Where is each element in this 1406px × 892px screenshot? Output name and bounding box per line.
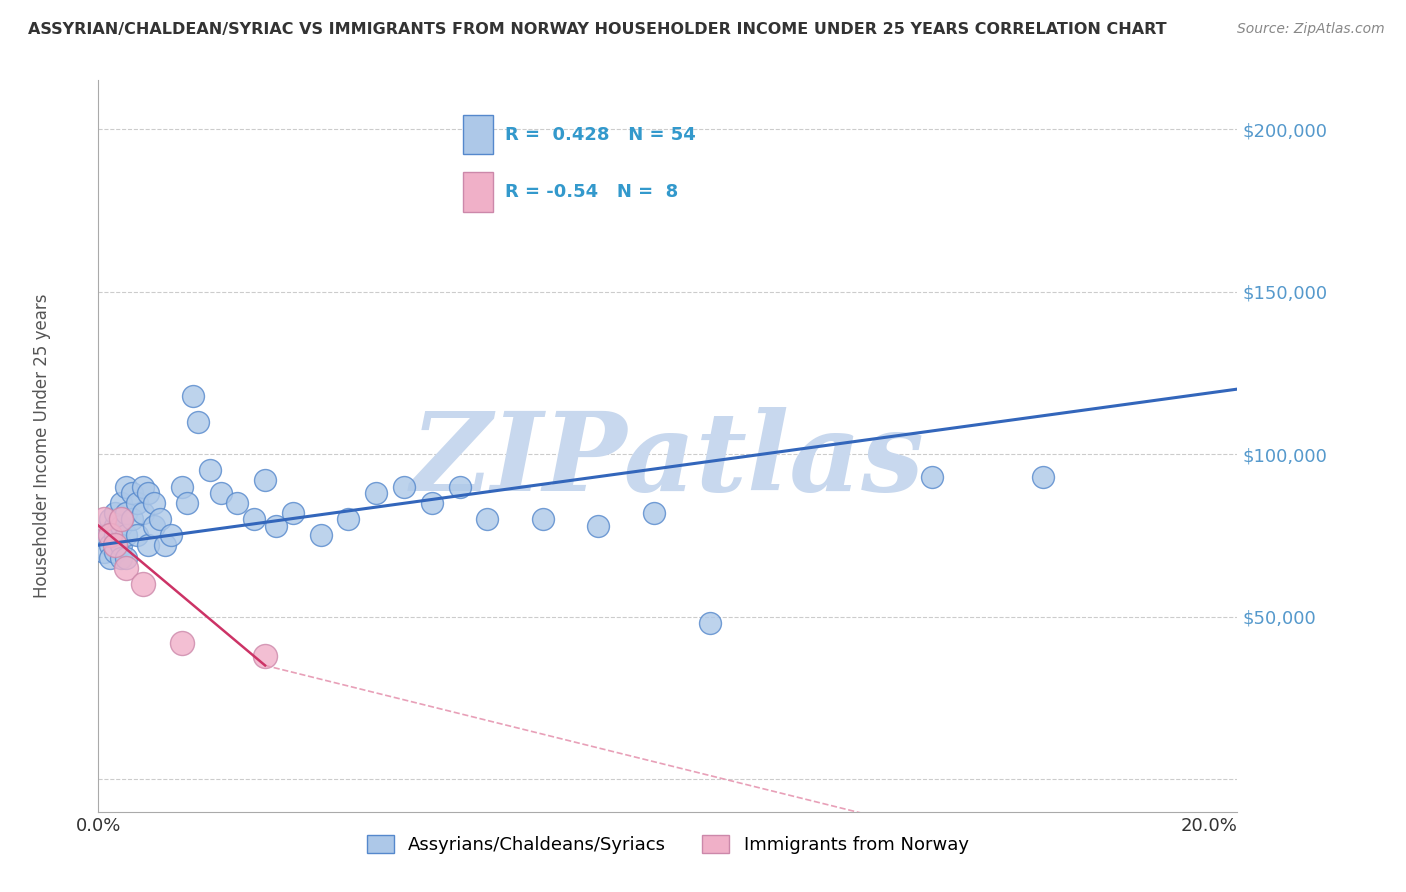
Point	[98, 538, 121, 552]
Point	[226, 496, 249, 510]
Point	[170, 480, 193, 494]
Point	[143, 518, 166, 533]
Point	[198, 463, 221, 477]
Point	[176, 496, 198, 510]
Point	[104, 544, 127, 558]
Point	[643, 506, 665, 520]
Point	[104, 518, 127, 533]
Point	[93, 512, 115, 526]
Point	[98, 512, 121, 526]
Text: ASSYRIAN/CHALDEAN/SYRIAC VS IMMIGRANTS FROM NORWAY HOUSEHOLDER INCOME UNDER 25 Y: ASSYRIAN/CHALDEAN/SYRIAC VS IMMIGRANTS F…	[28, 22, 1167, 37]
Point	[93, 544, 115, 558]
Point	[138, 486, 160, 500]
Text: Householder Income Under 25 years: Householder Income Under 25 years	[34, 293, 51, 599]
Point	[531, 512, 554, 526]
Point	[699, 616, 721, 631]
Point	[93, 528, 115, 542]
Legend: Assyrians/Chaldeans/Syriacs, Immigrants from Norway: Assyrians/Chaldeans/Syriacs, Immigrants …	[367, 835, 969, 854]
Point	[127, 528, 149, 542]
Point	[254, 473, 277, 487]
Point	[115, 480, 138, 494]
Point	[143, 496, 166, 510]
Point	[187, 415, 209, 429]
Text: Source: ZipAtlas.com: Source: ZipAtlas.com	[1237, 22, 1385, 37]
Point	[254, 648, 277, 663]
Point	[588, 518, 610, 533]
Point	[337, 512, 360, 526]
Point	[181, 389, 204, 403]
Point	[121, 512, 143, 526]
Point	[104, 528, 127, 542]
Point	[132, 506, 155, 520]
Point	[115, 561, 138, 575]
Point	[159, 528, 181, 542]
Point	[209, 486, 232, 500]
Point	[132, 577, 155, 591]
Point	[309, 528, 332, 542]
Point	[115, 551, 138, 566]
Point	[115, 528, 138, 542]
Point	[110, 551, 132, 566]
Point	[148, 512, 170, 526]
Point	[104, 538, 127, 552]
Point	[98, 528, 121, 542]
Point	[115, 506, 138, 520]
Point	[110, 496, 132, 510]
Point	[110, 538, 132, 552]
Text: ZIPatlas: ZIPatlas	[411, 407, 925, 515]
Point	[1032, 470, 1054, 484]
Point	[153, 538, 176, 552]
Point	[921, 470, 943, 484]
Point	[366, 486, 388, 500]
Point	[98, 551, 121, 566]
Point	[264, 518, 287, 533]
Point	[170, 635, 193, 649]
Point	[420, 496, 443, 510]
Point	[110, 518, 132, 533]
Point	[392, 480, 415, 494]
Point	[132, 480, 155, 494]
Point	[121, 486, 143, 500]
Point	[127, 496, 149, 510]
Point	[449, 480, 471, 494]
Point	[477, 512, 499, 526]
Point	[138, 538, 160, 552]
Point	[110, 512, 132, 526]
Point	[281, 506, 304, 520]
Point	[104, 506, 127, 520]
Point	[243, 512, 266, 526]
